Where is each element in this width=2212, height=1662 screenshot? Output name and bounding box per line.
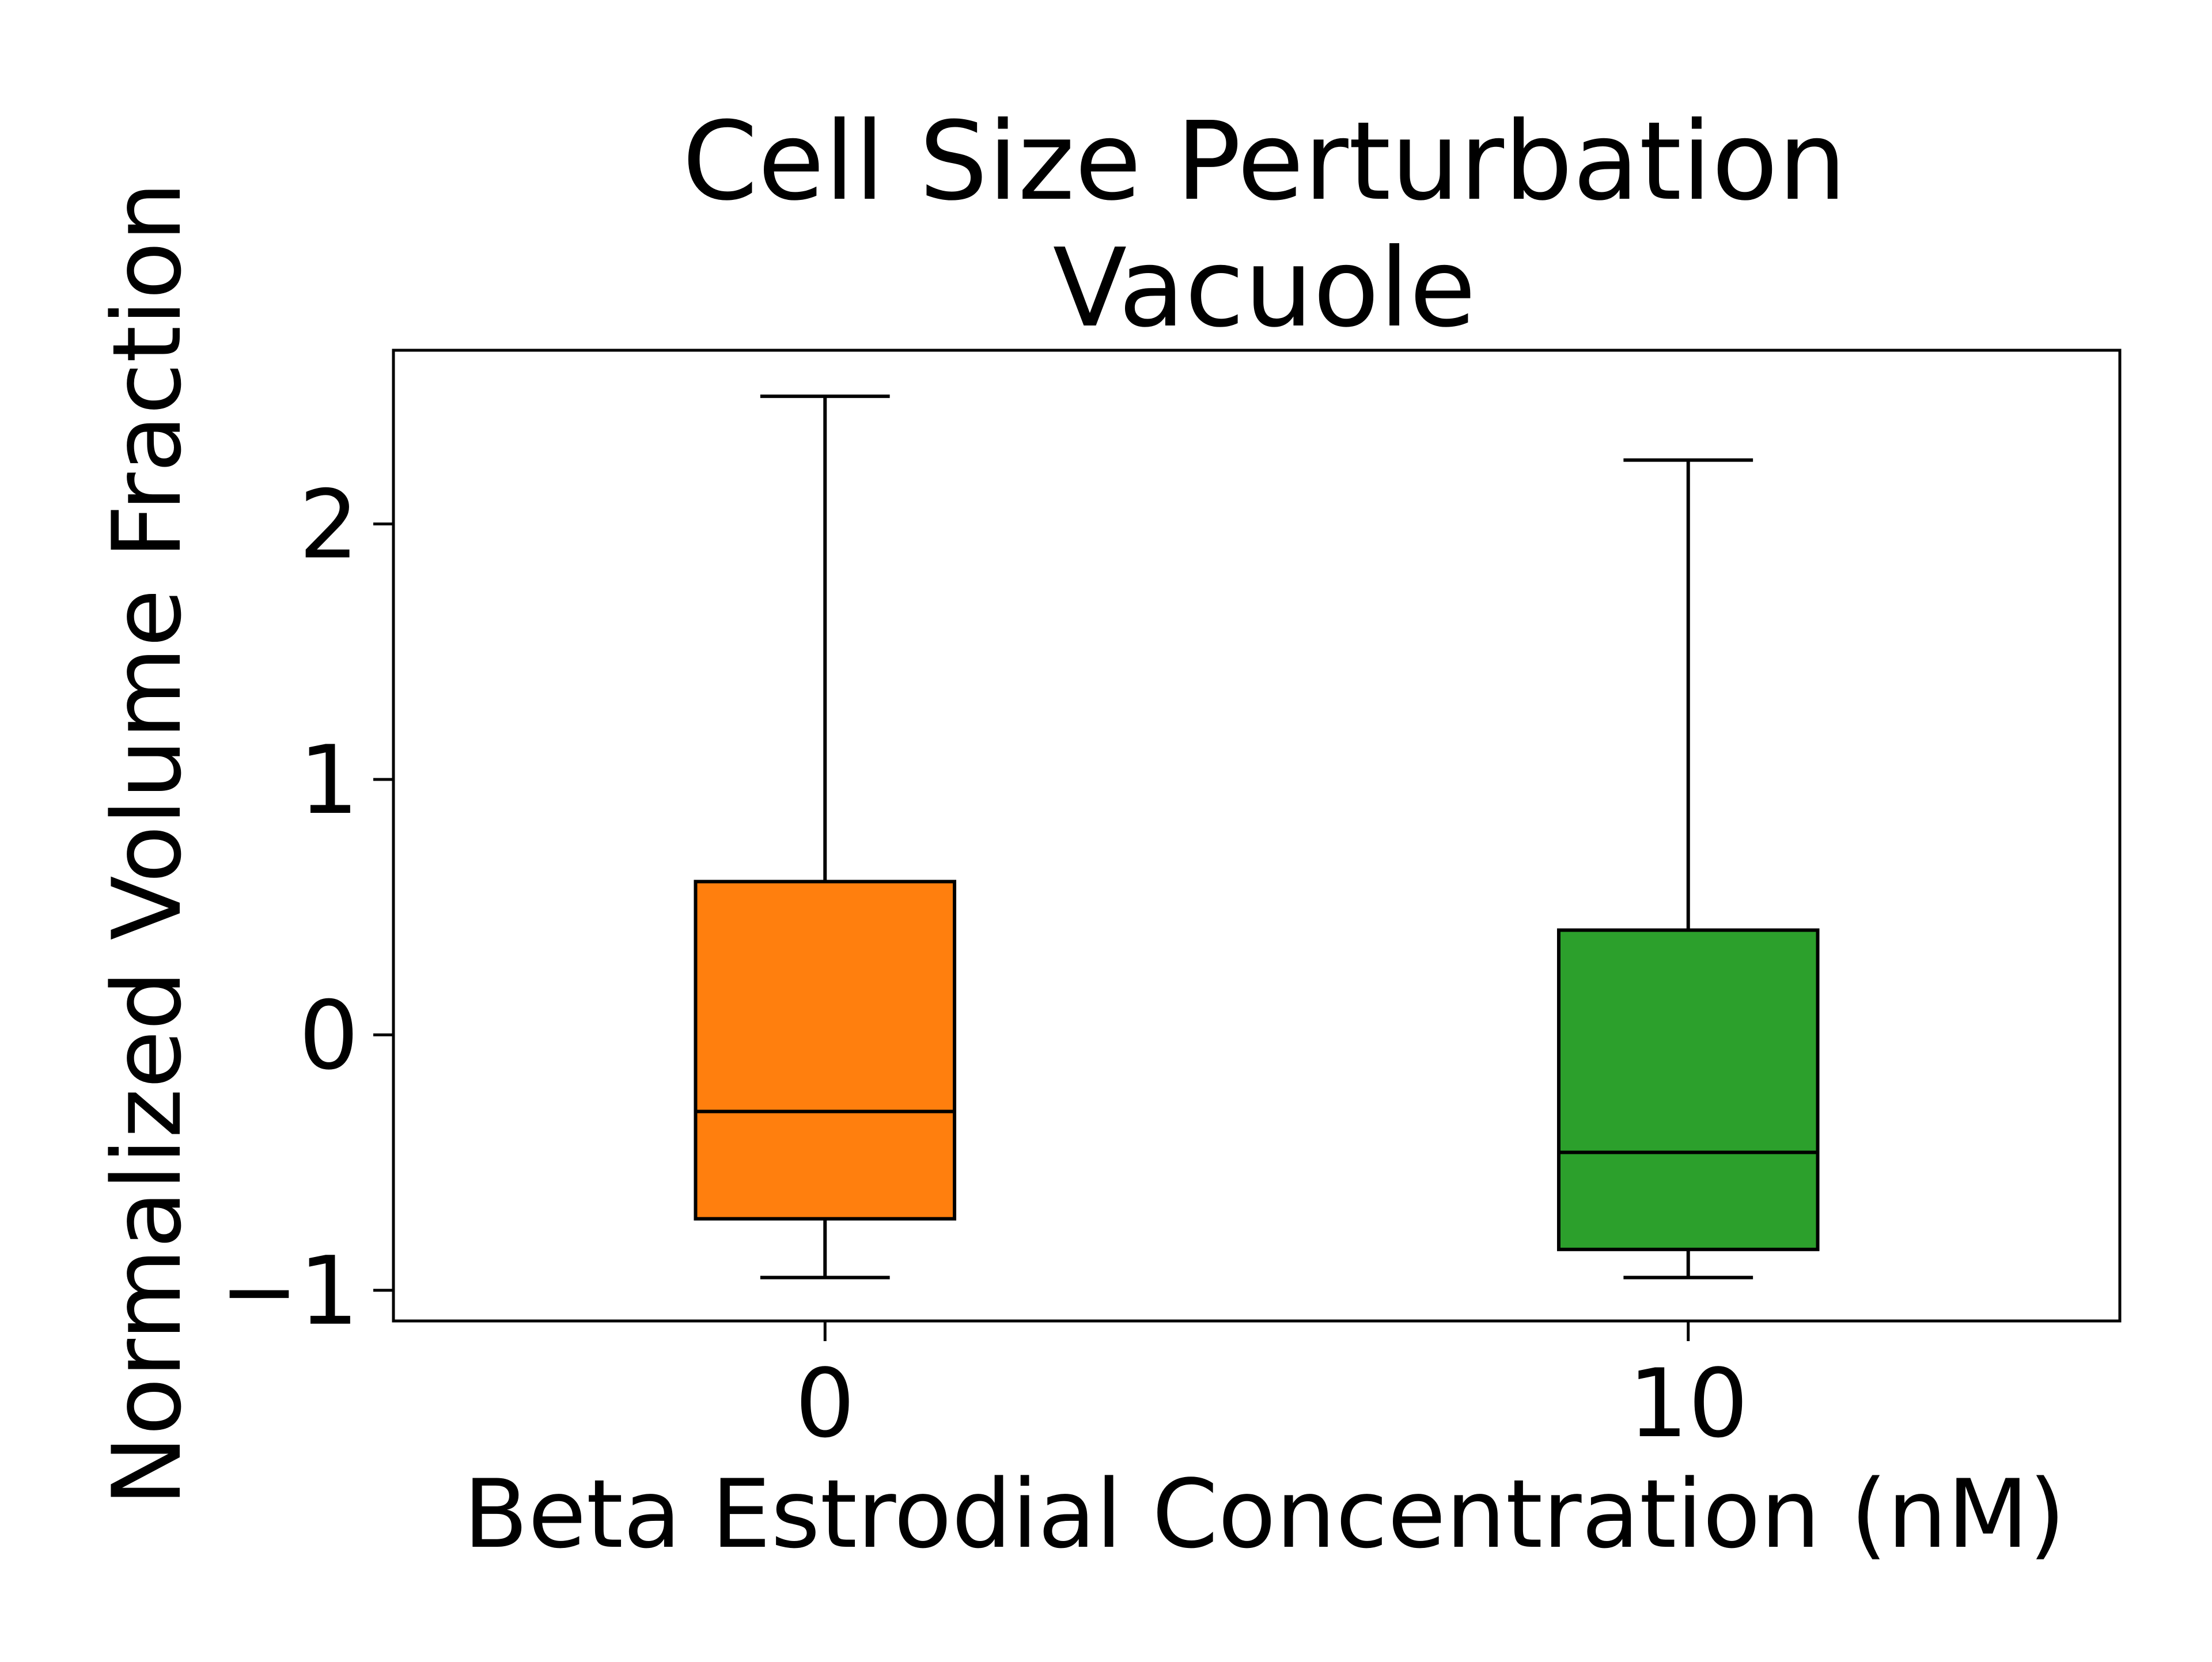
y-tick-label: −1 [219, 1236, 359, 1346]
x-axis-label: Beta Estrodial Concentration (nM) [463, 1459, 2065, 1569]
plot-frame [392, 349, 2122, 1323]
box-0 [694, 880, 957, 1221]
x-tick-label: 0 [795, 1349, 855, 1459]
chart-subtitle: Vacuole [1053, 225, 1476, 351]
y-tick-label: 0 [299, 980, 359, 1091]
box-10 [1556, 928, 1820, 1251]
plot-area: −1 0 1 2 0 10 [219, 349, 2122, 1459]
x-tick-label: 10 [1628, 1349, 1748, 1459]
y-tick-label: 1 [299, 725, 359, 835]
y-tick-label: 2 [299, 470, 359, 580]
chart-title: Cell Size Perturbation [682, 99, 1846, 225]
y-axis-label: Normalized Volume Fraction [92, 182, 202, 1506]
